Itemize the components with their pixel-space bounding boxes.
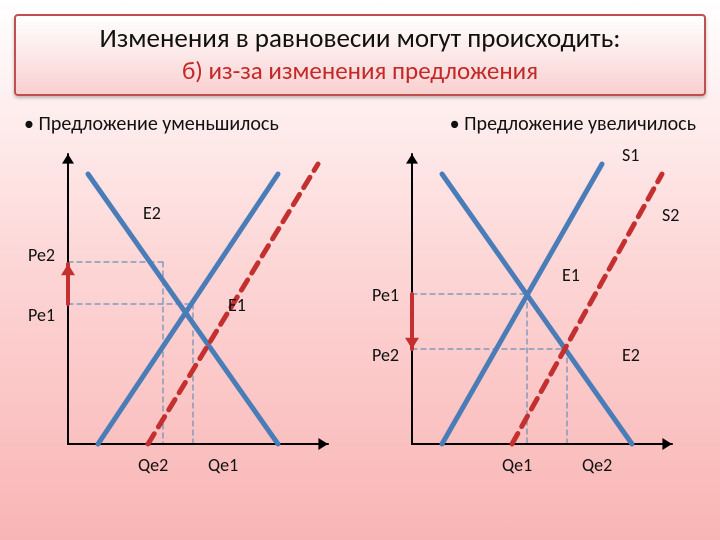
chart-supply-decrease: E2 E1 Pe2 Pe1 Qe2 Qe1 [28,144,348,484]
chart-label-E2: E2 [622,344,640,366]
title-sub: б) из-за изменения предложения [26,55,694,86]
chart-label-Qe2: Qe2 [138,454,168,476]
chart-label-Qe2: Qe2 [582,454,612,476]
chart-label-E1: E1 [228,294,246,316]
bullet-left: Предложение уменьшилось [24,112,279,136]
bullet-right: Предложение увеличилось [450,112,696,136]
chart-label-S2: S2 [662,204,679,226]
chart-label-Qe1: Qe1 [502,454,532,476]
title-main: Изменения в равновесии могут происходить… [26,22,694,55]
chart-label-Pe1: Pe1 [372,284,399,306]
chart-label-Qe1: Qe1 [208,454,238,476]
chart-label-Pe2: Pe2 [28,244,55,266]
chart-label-Pe2: Pe2 [372,344,399,366]
chart-label-E2: E2 [143,202,161,224]
chart-label-E1: E1 [562,264,580,286]
chart-supply-increase: S1 S2 E1 E2 Pe1 Pe2 Qe1 Qe2 [372,144,692,484]
title-box: Изменения в равновесии могут происходить… [14,14,706,96]
chart-label-S1: S1 [622,144,639,166]
bullet-row: Предложение уменьшилось Предложение увел… [14,112,706,144]
charts-row: E2 E1 Pe2 Pe1 Qe2 Qe1 S1 S2 E1 E2 Pe1 Pe2 Qe1 Qe2 [14,144,706,484]
chart-label-Pe1: Pe1 [28,304,55,326]
